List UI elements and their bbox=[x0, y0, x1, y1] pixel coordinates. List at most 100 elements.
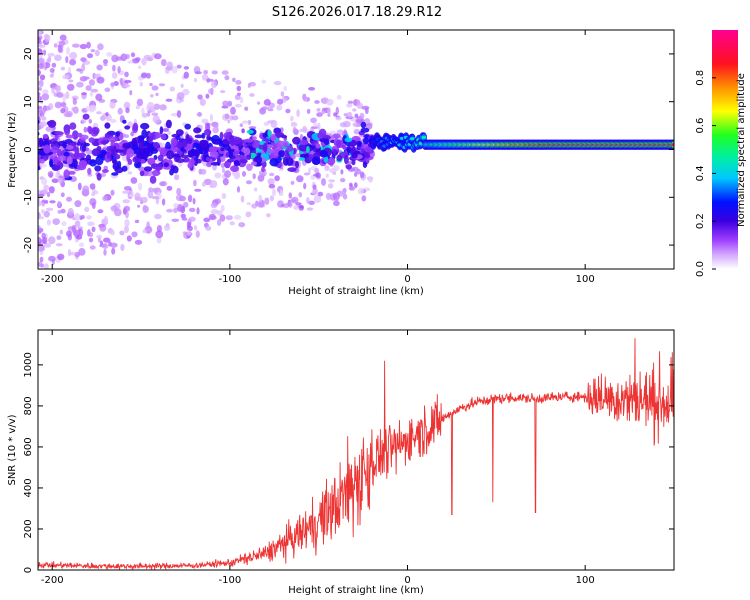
core-blob bbox=[317, 132, 324, 139]
noise-blob bbox=[303, 182, 307, 190]
noise-blob bbox=[176, 187, 182, 196]
noise-blob bbox=[234, 214, 242, 220]
noise-blob bbox=[203, 178, 212, 186]
noise-blob bbox=[38, 91, 41, 97]
noise-blob bbox=[232, 77, 236, 83]
noise-blob bbox=[38, 193, 45, 197]
noise-blob bbox=[149, 94, 154, 98]
core-blob bbox=[299, 139, 309, 146]
noise-blob bbox=[57, 253, 65, 260]
core-blob bbox=[108, 136, 118, 143]
colorbar-gradient bbox=[712, 30, 738, 269]
noise-blob bbox=[302, 125, 307, 133]
noise-blob bbox=[44, 263, 49, 269]
noise-blob bbox=[280, 91, 285, 97]
snr-marks bbox=[38, 338, 674, 570]
noise-blob bbox=[122, 190, 130, 194]
noise-blob bbox=[216, 219, 222, 226]
core-blob bbox=[66, 156, 73, 165]
noise-blob bbox=[354, 182, 358, 189]
core-blob bbox=[180, 154, 189, 159]
noise-blob bbox=[187, 230, 191, 237]
noise-blob bbox=[117, 107, 123, 115]
noise-blob bbox=[110, 189, 115, 196]
noise-blob bbox=[279, 189, 284, 196]
core-blob bbox=[64, 145, 74, 150]
noise-blob bbox=[120, 53, 128, 62]
noise-blob bbox=[306, 197, 310, 204]
noise-blob bbox=[314, 100, 320, 104]
noise-blob bbox=[214, 198, 221, 204]
noise-blob bbox=[186, 225, 193, 232]
noise-blob bbox=[231, 115, 239, 121]
snr-xtick-label: 0 bbox=[404, 575, 410, 586]
core-blob bbox=[140, 122, 150, 130]
noise-blob bbox=[212, 126, 219, 134]
noise-blob bbox=[176, 110, 182, 118]
noise-blob bbox=[343, 120, 351, 128]
core-blob bbox=[233, 136, 242, 145]
noise-blob bbox=[48, 255, 56, 262]
colorbar-tick-label: 0.0 bbox=[695, 261, 706, 277]
core-blob bbox=[124, 125, 131, 130]
noise-blob bbox=[173, 207, 178, 213]
noise-blob bbox=[285, 108, 291, 114]
noise-blob bbox=[119, 77, 123, 86]
noise-blob bbox=[137, 204, 141, 208]
noise-blob bbox=[124, 219, 130, 227]
core-blob bbox=[285, 157, 294, 166]
noise-blob bbox=[155, 230, 164, 239]
noise-blob bbox=[134, 219, 140, 224]
noise-blob bbox=[47, 171, 54, 178]
core-blob bbox=[76, 142, 83, 146]
noise-blob bbox=[128, 193, 135, 198]
noise-blob bbox=[130, 177, 138, 184]
colorbar-tick-label: 0.6 bbox=[695, 118, 706, 134]
noise-blob bbox=[38, 63, 44, 70]
noise-blob bbox=[229, 115, 234, 121]
core-blob bbox=[54, 155, 58, 165]
noise-blob bbox=[166, 208, 174, 213]
noise-blob bbox=[124, 225, 129, 234]
core-blob bbox=[219, 131, 224, 140]
noise-blob bbox=[183, 66, 190, 70]
core-blob bbox=[92, 127, 100, 135]
noise-blob bbox=[78, 228, 84, 237]
noise-blob bbox=[181, 217, 188, 221]
noise-blob bbox=[201, 74, 209, 81]
noise-blob bbox=[193, 179, 197, 187]
noise-blob bbox=[235, 80, 242, 85]
core-blob bbox=[326, 157, 336, 166]
core-blob bbox=[64, 127, 71, 136]
noise-blob bbox=[41, 209, 45, 214]
core-blob bbox=[205, 156, 211, 162]
noise-blob bbox=[347, 100, 354, 105]
noise-blob bbox=[300, 205, 304, 209]
core-blob bbox=[139, 159, 146, 164]
core-blob bbox=[113, 154, 121, 160]
colorbar-tick-label: 0.8 bbox=[695, 70, 706, 86]
core-blob bbox=[134, 161, 142, 169]
noise-blob bbox=[65, 91, 70, 99]
noise-blob bbox=[59, 229, 63, 235]
noise-blob bbox=[56, 235, 62, 241]
noise-blob bbox=[44, 34, 51, 43]
noise-blob bbox=[165, 98, 173, 102]
core-blob bbox=[139, 170, 145, 177]
noise-blob bbox=[234, 94, 241, 101]
noise-blob bbox=[194, 71, 202, 75]
core-blob bbox=[101, 140, 109, 145]
noise-blob bbox=[138, 65, 142, 70]
noise-blob bbox=[335, 116, 342, 121]
noise-blob bbox=[38, 200, 43, 207]
noise-blob bbox=[355, 119, 363, 124]
noise-blob bbox=[293, 205, 300, 210]
noise-blob bbox=[346, 111, 353, 119]
core-blob bbox=[100, 150, 108, 155]
noise-blob bbox=[86, 215, 92, 220]
noise-blob bbox=[173, 203, 179, 209]
tone-core bbox=[421, 135, 427, 139]
core-blob bbox=[54, 133, 59, 141]
noise-blob bbox=[166, 185, 173, 191]
